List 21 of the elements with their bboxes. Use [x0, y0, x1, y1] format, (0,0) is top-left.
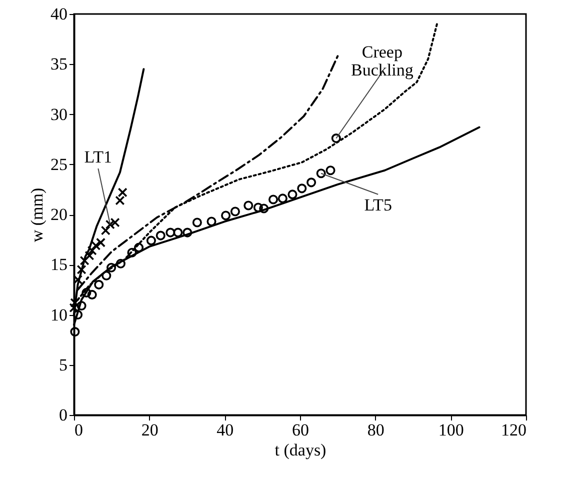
x-tick-label: 20: [141, 420, 158, 440]
y-tick-label: 15: [50, 255, 68, 274]
x-tick-label: 100: [438, 420, 464, 440]
y-tick-label: 30: [50, 104, 68, 124]
y-tick-label: 0: [59, 406, 68, 424]
y-tick-label: 5: [59, 355, 68, 374]
x-axis-title: t (days): [274, 440, 326, 460]
x-tick-label: 120: [501, 420, 526, 440]
x-tick-label: 80: [367, 420, 384, 440]
y-axis-title: w (mm): [28, 188, 46, 242]
y-tick-label: 35: [50, 54, 68, 74]
annotation: Creep Buckling: [350, 42, 414, 80]
annotation: LT5: [364, 195, 392, 214]
annotation: LT1: [84, 148, 112, 167]
x-tick-label: 0: [74, 420, 83, 440]
y-tick-label: 25: [50, 154, 68, 174]
y-tick-label: 20: [50, 205, 68, 224]
x-tick-label: 60: [292, 420, 309, 440]
x-tick-label: 40: [216, 420, 234, 440]
y-tick-label: 40: [50, 4, 68, 24]
y-tick-label: 10: [50, 305, 68, 324]
